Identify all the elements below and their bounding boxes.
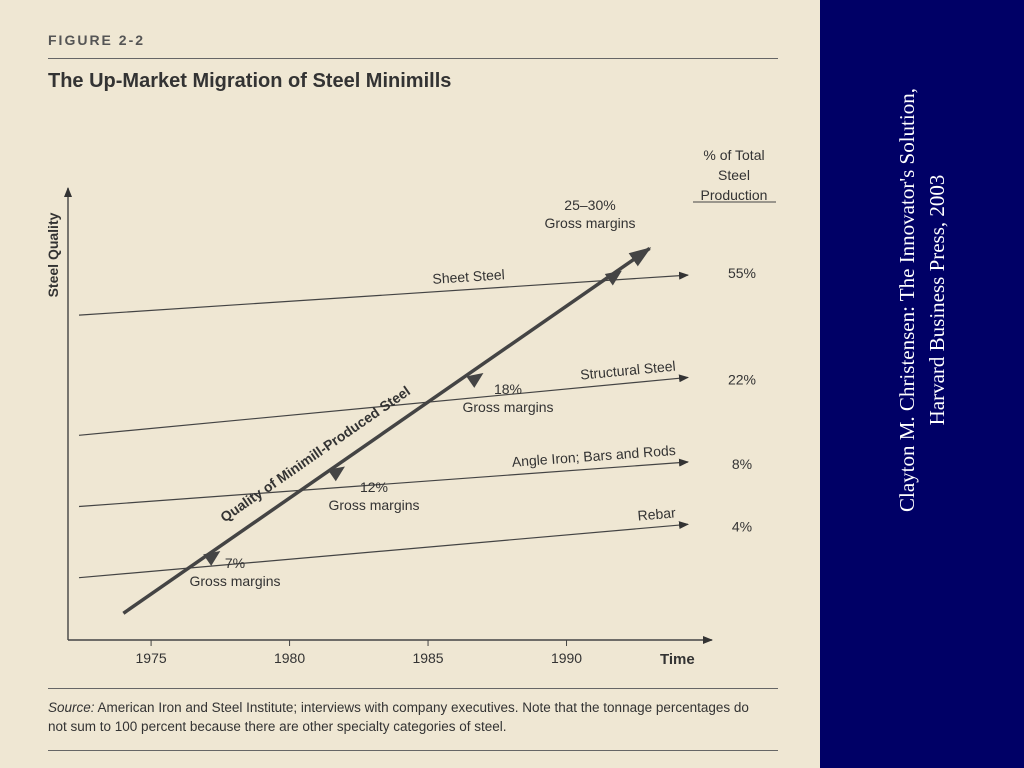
- source-top-rule: [48, 688, 778, 689]
- milestone-arrowhead-2: [327, 466, 345, 482]
- trajectory-arrow: [122, 246, 652, 615]
- tier-line-1: [78, 271, 689, 316]
- tier-lines: Sheet Steel 55% Structural Steel 22% Angle I…: [78, 265, 756, 579]
- top-rule: [48, 58, 778, 59]
- milestone-label-2-1: 12%: [360, 479, 388, 495]
- chart-axes: 1975 1980 1985 1990 Steel Quality Time % of To…: [45, 147, 776, 668]
- milestone-arrowhead-4: [604, 270, 622, 286]
- migration-chart: 1975 1980 1985 1990 Steel Quality Time % of To…: [45, 147, 776, 668]
- milestone-arrowhead-3: [466, 373, 484, 388]
- milestone-label-3-2: Gross margins: [462, 399, 553, 415]
- tier-line-4: [78, 521, 689, 579]
- tier-line-2: [78, 374, 689, 436]
- tier-label-1: Sheet Steel: [432, 266, 505, 287]
- x-axis-label: Time: [660, 651, 695, 668]
- figure-label: FIGURE 2-2: [48, 32, 146, 48]
- tier-share-4: 4%: [732, 518, 752, 534]
- source-label: Source:: [48, 700, 95, 715]
- milestone-label-2-2: Gross margins: [328, 497, 419, 513]
- figure-title: The Up-Market Migration of Steel Minimil…: [48, 70, 452, 92]
- x-tick-label-1990: 1990: [551, 650, 582, 666]
- source-note: Source: American Iron and Steel Institut…: [48, 698, 768, 736]
- share-header-line-2: Steel: [718, 167, 750, 183]
- share-header-line-1: % of Total: [703, 147, 764, 163]
- tier-label-4: Rebar: [637, 504, 677, 523]
- milestone-label-1-1: 7%: [225, 555, 245, 571]
- share-header-line-3: Production: [701, 187, 768, 203]
- milestone-label-4-2: Gross margins: [544, 215, 635, 231]
- credit-sidebar: [820, 0, 1024, 768]
- x-tick-label-1985: 1985: [412, 650, 443, 666]
- tier-line-3: [78, 458, 689, 508]
- x-tick-label-1975: 1975: [136, 650, 167, 666]
- milestone-label-1-2: Gross margins: [189, 573, 280, 589]
- tier-share-2: 22%: [728, 371, 756, 387]
- figure-page: FIGURE 2-2 The Up-Market Migration of St…: [45, 32, 778, 751]
- x-tick-label-1980: 1980: [274, 650, 305, 666]
- tier-share-1: 55%: [728, 265, 756, 281]
- tier-label-2: Structural Steel: [579, 358, 676, 383]
- tier-share-3: 8%: [732, 456, 752, 472]
- source-text: American Iron and Steel Institute; inter…: [48, 700, 749, 734]
- milestone-arrowhead-1: [203, 551, 221, 566]
- y-axis-label: Steel Quality: [45, 212, 61, 297]
- bottom-rule: [48, 750, 778, 751]
- credit-line-1: Clayton M. Christensen: The Innovator's …: [895, 88, 919, 512]
- milestone-label-4-1: 25–30%: [564, 197, 615, 213]
- credit-line-2: Harvard Business Press, 2003: [925, 174, 949, 426]
- tier-label-3: Angle Iron; Bars and Rods: [511, 442, 676, 470]
- milestone-label-3-1: 18%: [494, 381, 522, 397]
- credit-text: Clayton M. Christensen: The Innovator's …: [892, 20, 952, 580]
